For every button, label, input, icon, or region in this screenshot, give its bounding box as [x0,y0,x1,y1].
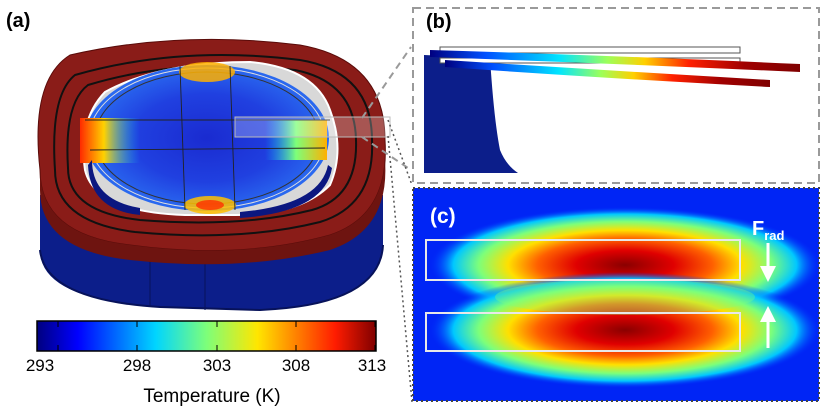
force-arrows [760,243,776,348]
zoom-connector-b [361,46,412,171]
hot-spot-left [80,118,140,163]
force-label: Frad [752,218,784,243]
panel-label-c: (c) [430,205,456,228]
colorbar [36,320,377,352]
panel-label-a: (a) [6,10,31,32]
support-right [240,165,332,218]
panel-b-substrate [424,55,518,173]
zoom-region-a [234,116,391,138]
colorbar-title: Temperature (K) [143,386,281,407]
force-symbol: F [752,218,765,240]
support-left [88,160,140,215]
colorbar-tick-label: 293 [25,356,55,375]
device-3d [37,38,386,312]
force-subscript: rad [764,228,785,243]
colorbar-tick-label: 313 [357,356,387,375]
field-lobe-lower [430,272,820,388]
colorbar-tick-label: 298 [122,356,152,375]
waveguide-lower [425,312,741,352]
beam-deformed-bottom [445,60,770,87]
zoom-connector-c [387,119,413,403]
base-shadow [39,244,384,312]
panel-label-b: (b) [426,11,452,33]
beam-outline-top [439,46,741,54]
disk-mesh [85,65,330,211]
colorbar-tick-label: 303 [202,356,232,375]
colorbar-tick-label: 308 [281,356,311,375]
inner-disk [85,65,329,211]
waveguide-upper [425,239,741,281]
colorbar-ticks [57,321,376,351]
hot-spot-right [265,120,327,160]
panel-c-frame [412,187,820,402]
panel-b-frame [412,7,820,184]
beam-deformed-top [430,50,800,72]
hot-spot-top [179,62,235,82]
ring-loop-outer [53,54,374,237]
